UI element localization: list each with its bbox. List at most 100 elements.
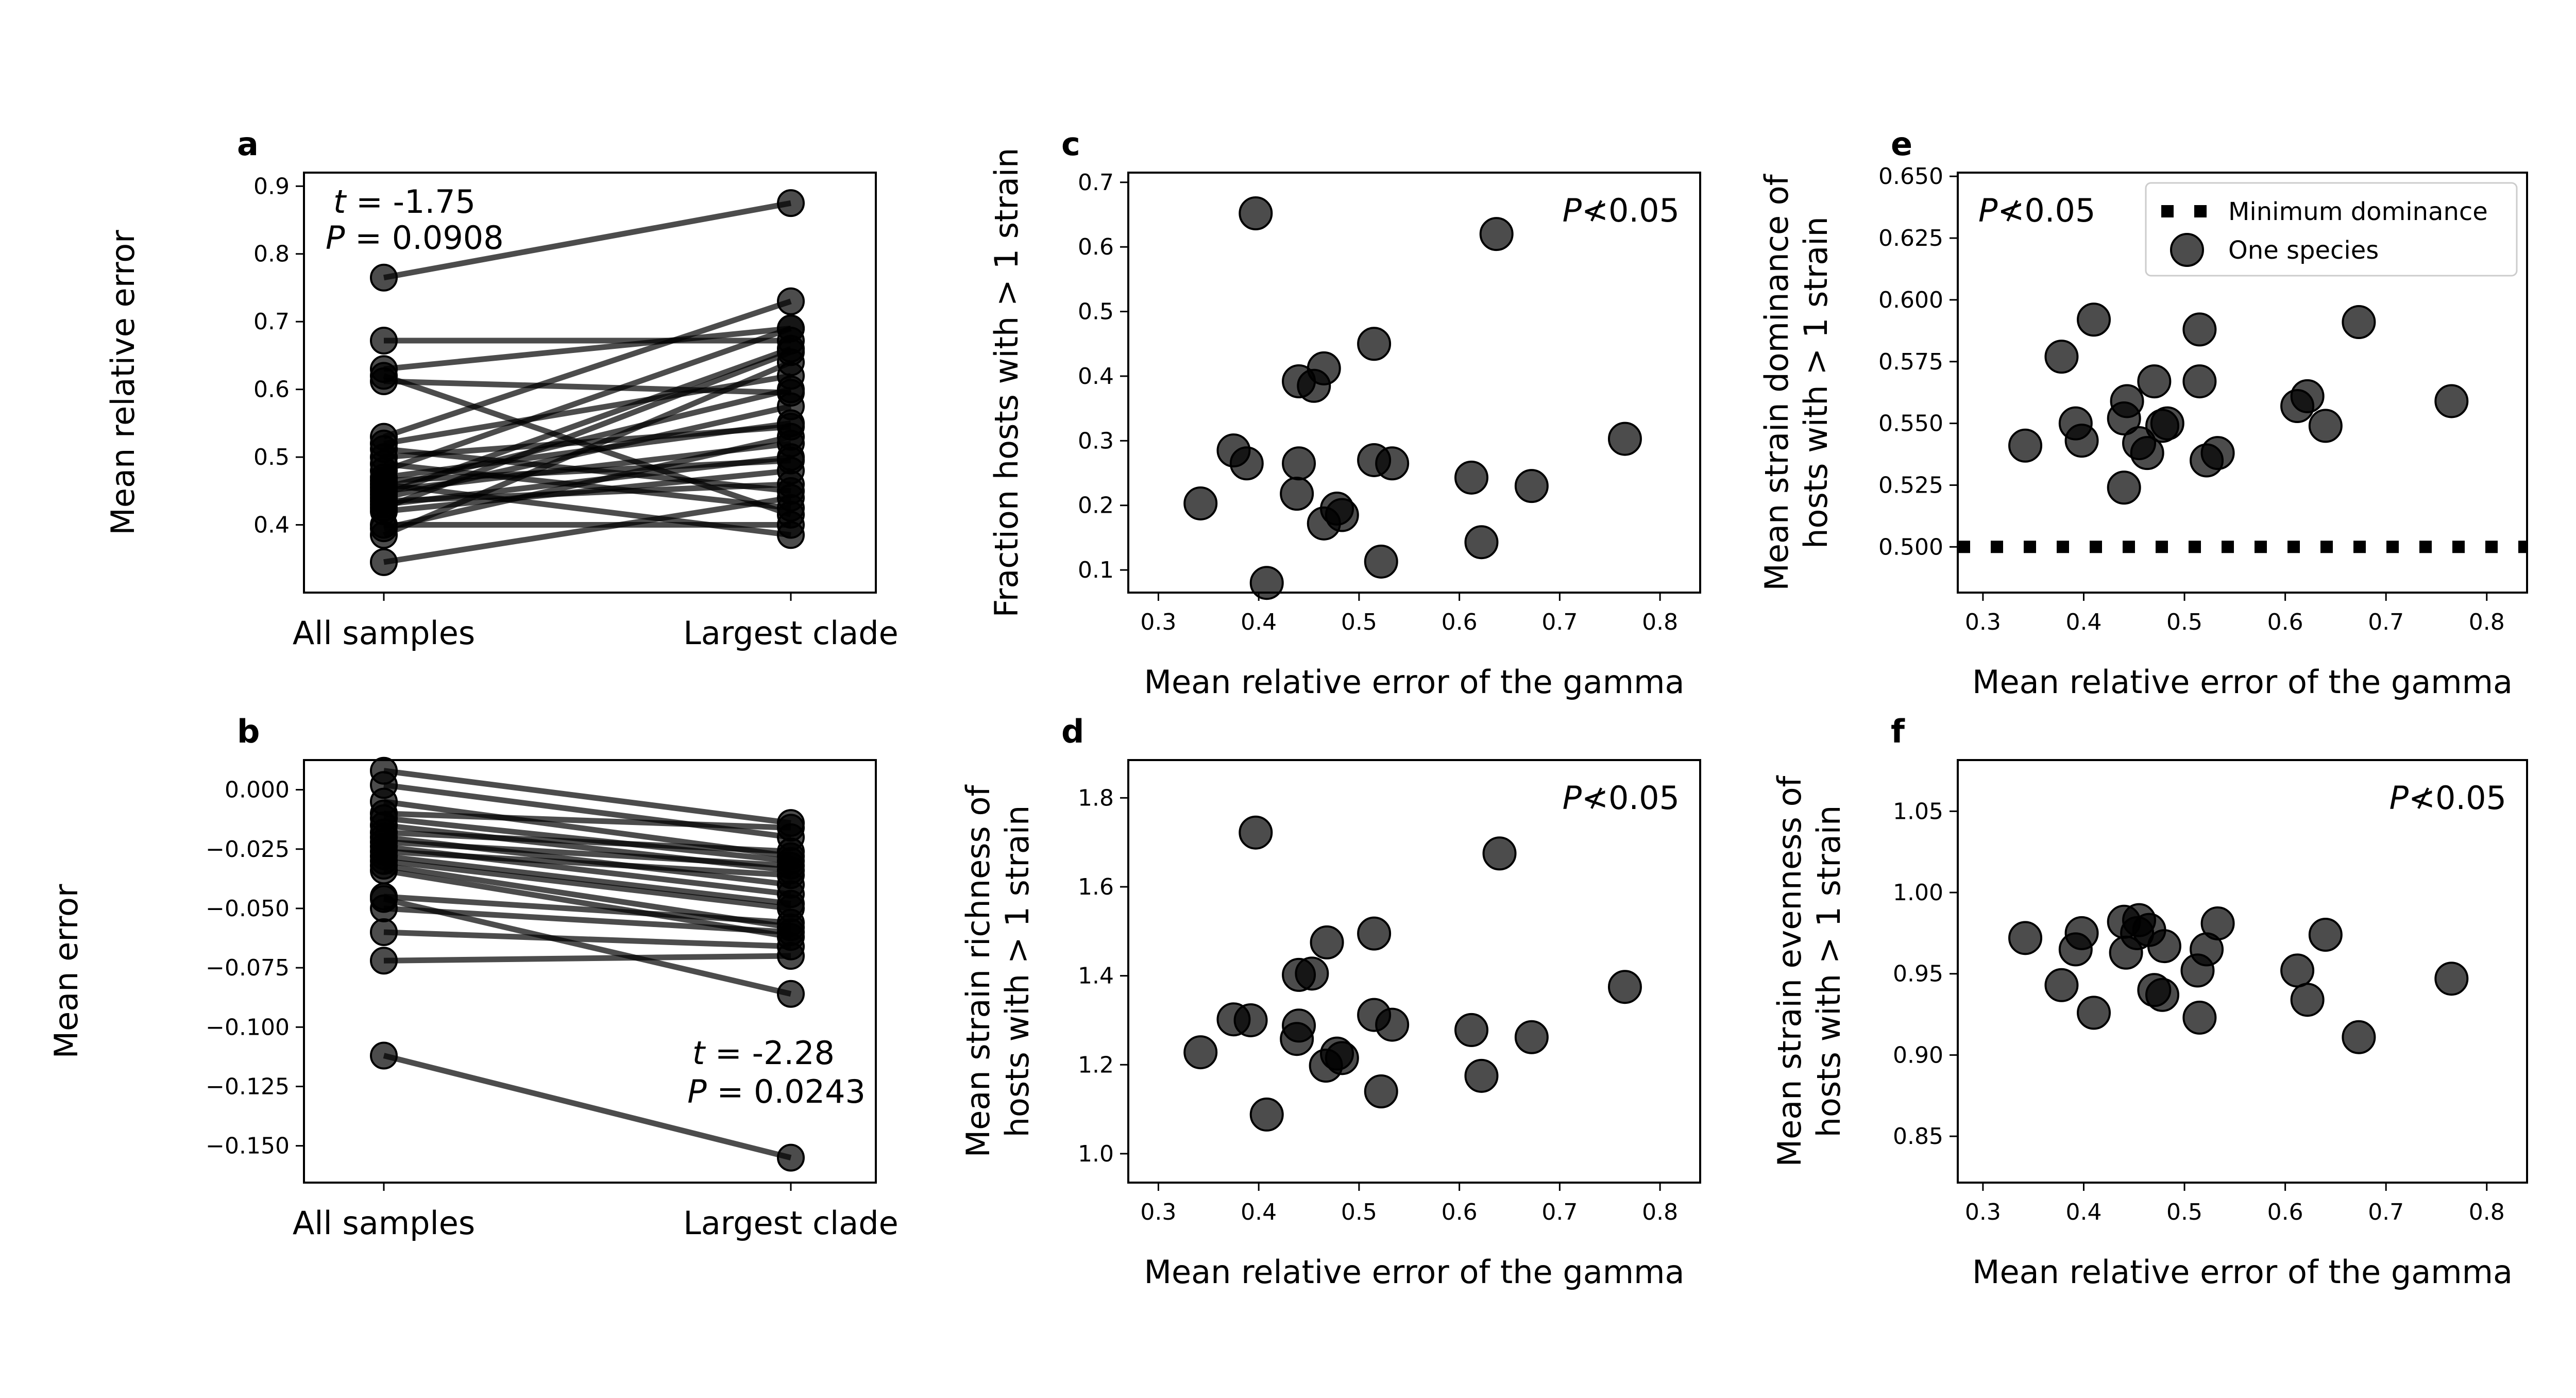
panel-e-letter: e (1891, 125, 1912, 163)
panel-a-point-clade (777, 189, 805, 217)
panel-a-pair-line (383, 325, 791, 372)
panel-d-point (1364, 1074, 1398, 1109)
panel-d-annotation-symbol: P (1563, 779, 1582, 817)
panel-e-ytick-label: 0.625 (1878, 225, 1943, 251)
panel-f-point (2077, 996, 2111, 1030)
panel-c-xtick-label: 0.6 (1442, 609, 1478, 635)
panel-a-point-clade (777, 348, 805, 377)
panel-d-point (1309, 1048, 1343, 1083)
panel-b-stat-p-value: = 0.0243 (707, 1073, 866, 1110)
panel-c-point (1249, 566, 1284, 600)
panel-e-xlabel: Mean relative error of the gamma (1972, 663, 2513, 701)
panel-f-point (2147, 929, 2181, 964)
panel-d-ylabel: Mean strain richness ofhosts with > 1 st… (959, 784, 1036, 1158)
panel-d-xtick-label: 0.6 (1442, 1199, 1478, 1225)
panel-a: a 0.4 0.5 0.6 0.7 0.8 0.9 All samples Largest cl… (104, 125, 899, 652)
panel-e-point (2150, 406, 2184, 441)
panel-a-pair-line (383, 495, 791, 565)
panel-e-xtick-label: 0.7 (2368, 609, 2404, 635)
panel-f-point (2308, 918, 2343, 952)
panel-b-ytick-label: −0.075 (206, 955, 290, 981)
panel-d-ylabel-line: hosts with > 1 strain (998, 805, 1036, 1138)
panel-f-point (2200, 906, 2235, 940)
panel-b-pair-line (383, 896, 792, 997)
panel-e-point (2182, 312, 2217, 347)
panel-b-pair-line (383, 1053, 792, 1160)
panel-d-point (1607, 970, 1642, 1004)
panel-a-stat-p-symbol: P (326, 219, 345, 257)
panel-e-xtick-label: 0.5 (2166, 609, 2202, 635)
panel-e-point (2434, 384, 2469, 418)
panel-f-point (2182, 1000, 2217, 1035)
panel-c-point (1607, 422, 1642, 456)
panel-e-xtick-label: 0.6 (2267, 609, 2303, 635)
panel-c-xtick-label: 0.5 (1341, 609, 1377, 635)
panel-f-letter: f (1891, 713, 1905, 750)
panel-d-ytick-label: 1.4 (1078, 963, 1114, 989)
panel-c: c 0.1 0.2 0.3 0.4 0.5 0.6 0.7 0.3 0.4 0.5 0.6 0.7 0.8… (988, 125, 1701, 701)
panel-d-xtick-label: 0.4 (1241, 1199, 1277, 1225)
panel-e-point (2044, 340, 2079, 374)
panel-c-ytick-label: 0.5 (1078, 299, 1114, 325)
panel-a-stat-p: P = 0.0908 (326, 219, 504, 257)
panel-d-point (1357, 916, 1392, 951)
panel-a-ytick-label: 0.5 (253, 444, 290, 470)
panel-b-stat-p-symbol: P (687, 1073, 707, 1110)
panel-f-ytick-label: 0.95 (1893, 961, 1943, 987)
panel-e-ytick-label: 0.550 (1878, 411, 1943, 437)
panel-d-annotation-value: ≮0.05 (1582, 779, 1680, 817)
panel-b-pair-line (383, 953, 791, 964)
panel-a-point-clade (777, 457, 805, 485)
panel-e-ylabel-line: hosts with > 1 strain (1797, 216, 1835, 549)
panel-a-point-all (370, 263, 398, 292)
panel-f-xtick-label: 0.6 (2267, 1199, 2303, 1225)
panel-b-pair-line (383, 894, 791, 926)
panel-c-point (1239, 196, 1273, 230)
panel-f-ylabel: Mean strain evenness ofhosts with > 1 st… (1771, 774, 1848, 1167)
panel-f-ylabel-line: Mean strain evenness of (1771, 774, 1808, 1167)
panel-e-xtick-label: 0.8 (2469, 609, 2505, 635)
panel-d-xtick-label: 0.7 (1541, 1199, 1578, 1225)
panel-e-ytick-label: 0.575 (1878, 349, 1943, 375)
panel-c-letter: c (1061, 125, 1080, 163)
panel-a-point-all (370, 548, 398, 576)
panel-c-point (1364, 544, 1398, 579)
panel-a-ytick-label: 0.4 (253, 512, 290, 538)
panel-b-ytick-label: −0.150 (206, 1133, 290, 1159)
panel-f-ytick-label: 1.05 (1893, 798, 1943, 824)
panel-d-point (1482, 836, 1517, 871)
panel-d-point (1310, 925, 1344, 959)
panel-b-ytick-label: −0.100 (206, 1014, 290, 1040)
panel-e-point (2064, 424, 2099, 458)
panel-f-xtick-label: 0.5 (2166, 1199, 2202, 1225)
panel-d-ytick-label: 1.2 (1078, 1052, 1114, 1078)
panel-b-ylabel: Mean error (47, 884, 85, 1058)
panel-a-pair-line (383, 298, 792, 440)
panel-f-annotation-symbol: P (2389, 779, 2409, 817)
panel-d-ytick-label: 1.6 (1078, 874, 1114, 900)
panel-d-point (1454, 1013, 1488, 1047)
panel-c-annotation: P≮0.05 (1563, 192, 1680, 229)
panel-b-point-all (370, 918, 398, 946)
panel-b-pair-line (383, 848, 791, 878)
panel-c-point (1514, 469, 1549, 503)
panel-f-point (2008, 921, 2043, 955)
panel-b-point-clade (777, 814, 805, 842)
panel-a-pair-line (382, 360, 792, 538)
panel-d-annotation: P≮0.05 (1563, 779, 1680, 817)
panel-e-legend-point-swatch (2170, 233, 2204, 267)
panel-a-pair-line (383, 434, 792, 531)
panel-a-point-clade (777, 511, 805, 539)
panel-f-xtick-label: 0.4 (2065, 1199, 2102, 1225)
panel-b-xtick-label: All samples (293, 1204, 475, 1242)
panel-e-point (2200, 436, 2235, 470)
panel-d: d 1.0 1.2 1.4 1.6 1.8 0.3 0.4 0.5 0.6 0.7 0.8 Mean r… (959, 713, 1701, 1291)
panel-d-point (1295, 956, 1329, 991)
panel-f-annotation-value: ≮0.05 (2409, 779, 2506, 817)
panel-e-ytick-label: 0.525 (1878, 472, 1943, 498)
panel-c-point (1454, 460, 1488, 495)
panel-a-point-all (370, 367, 398, 395)
panel-f-annotation: P≮0.05 (2389, 779, 2506, 817)
panel-b-point-all (370, 947, 398, 975)
